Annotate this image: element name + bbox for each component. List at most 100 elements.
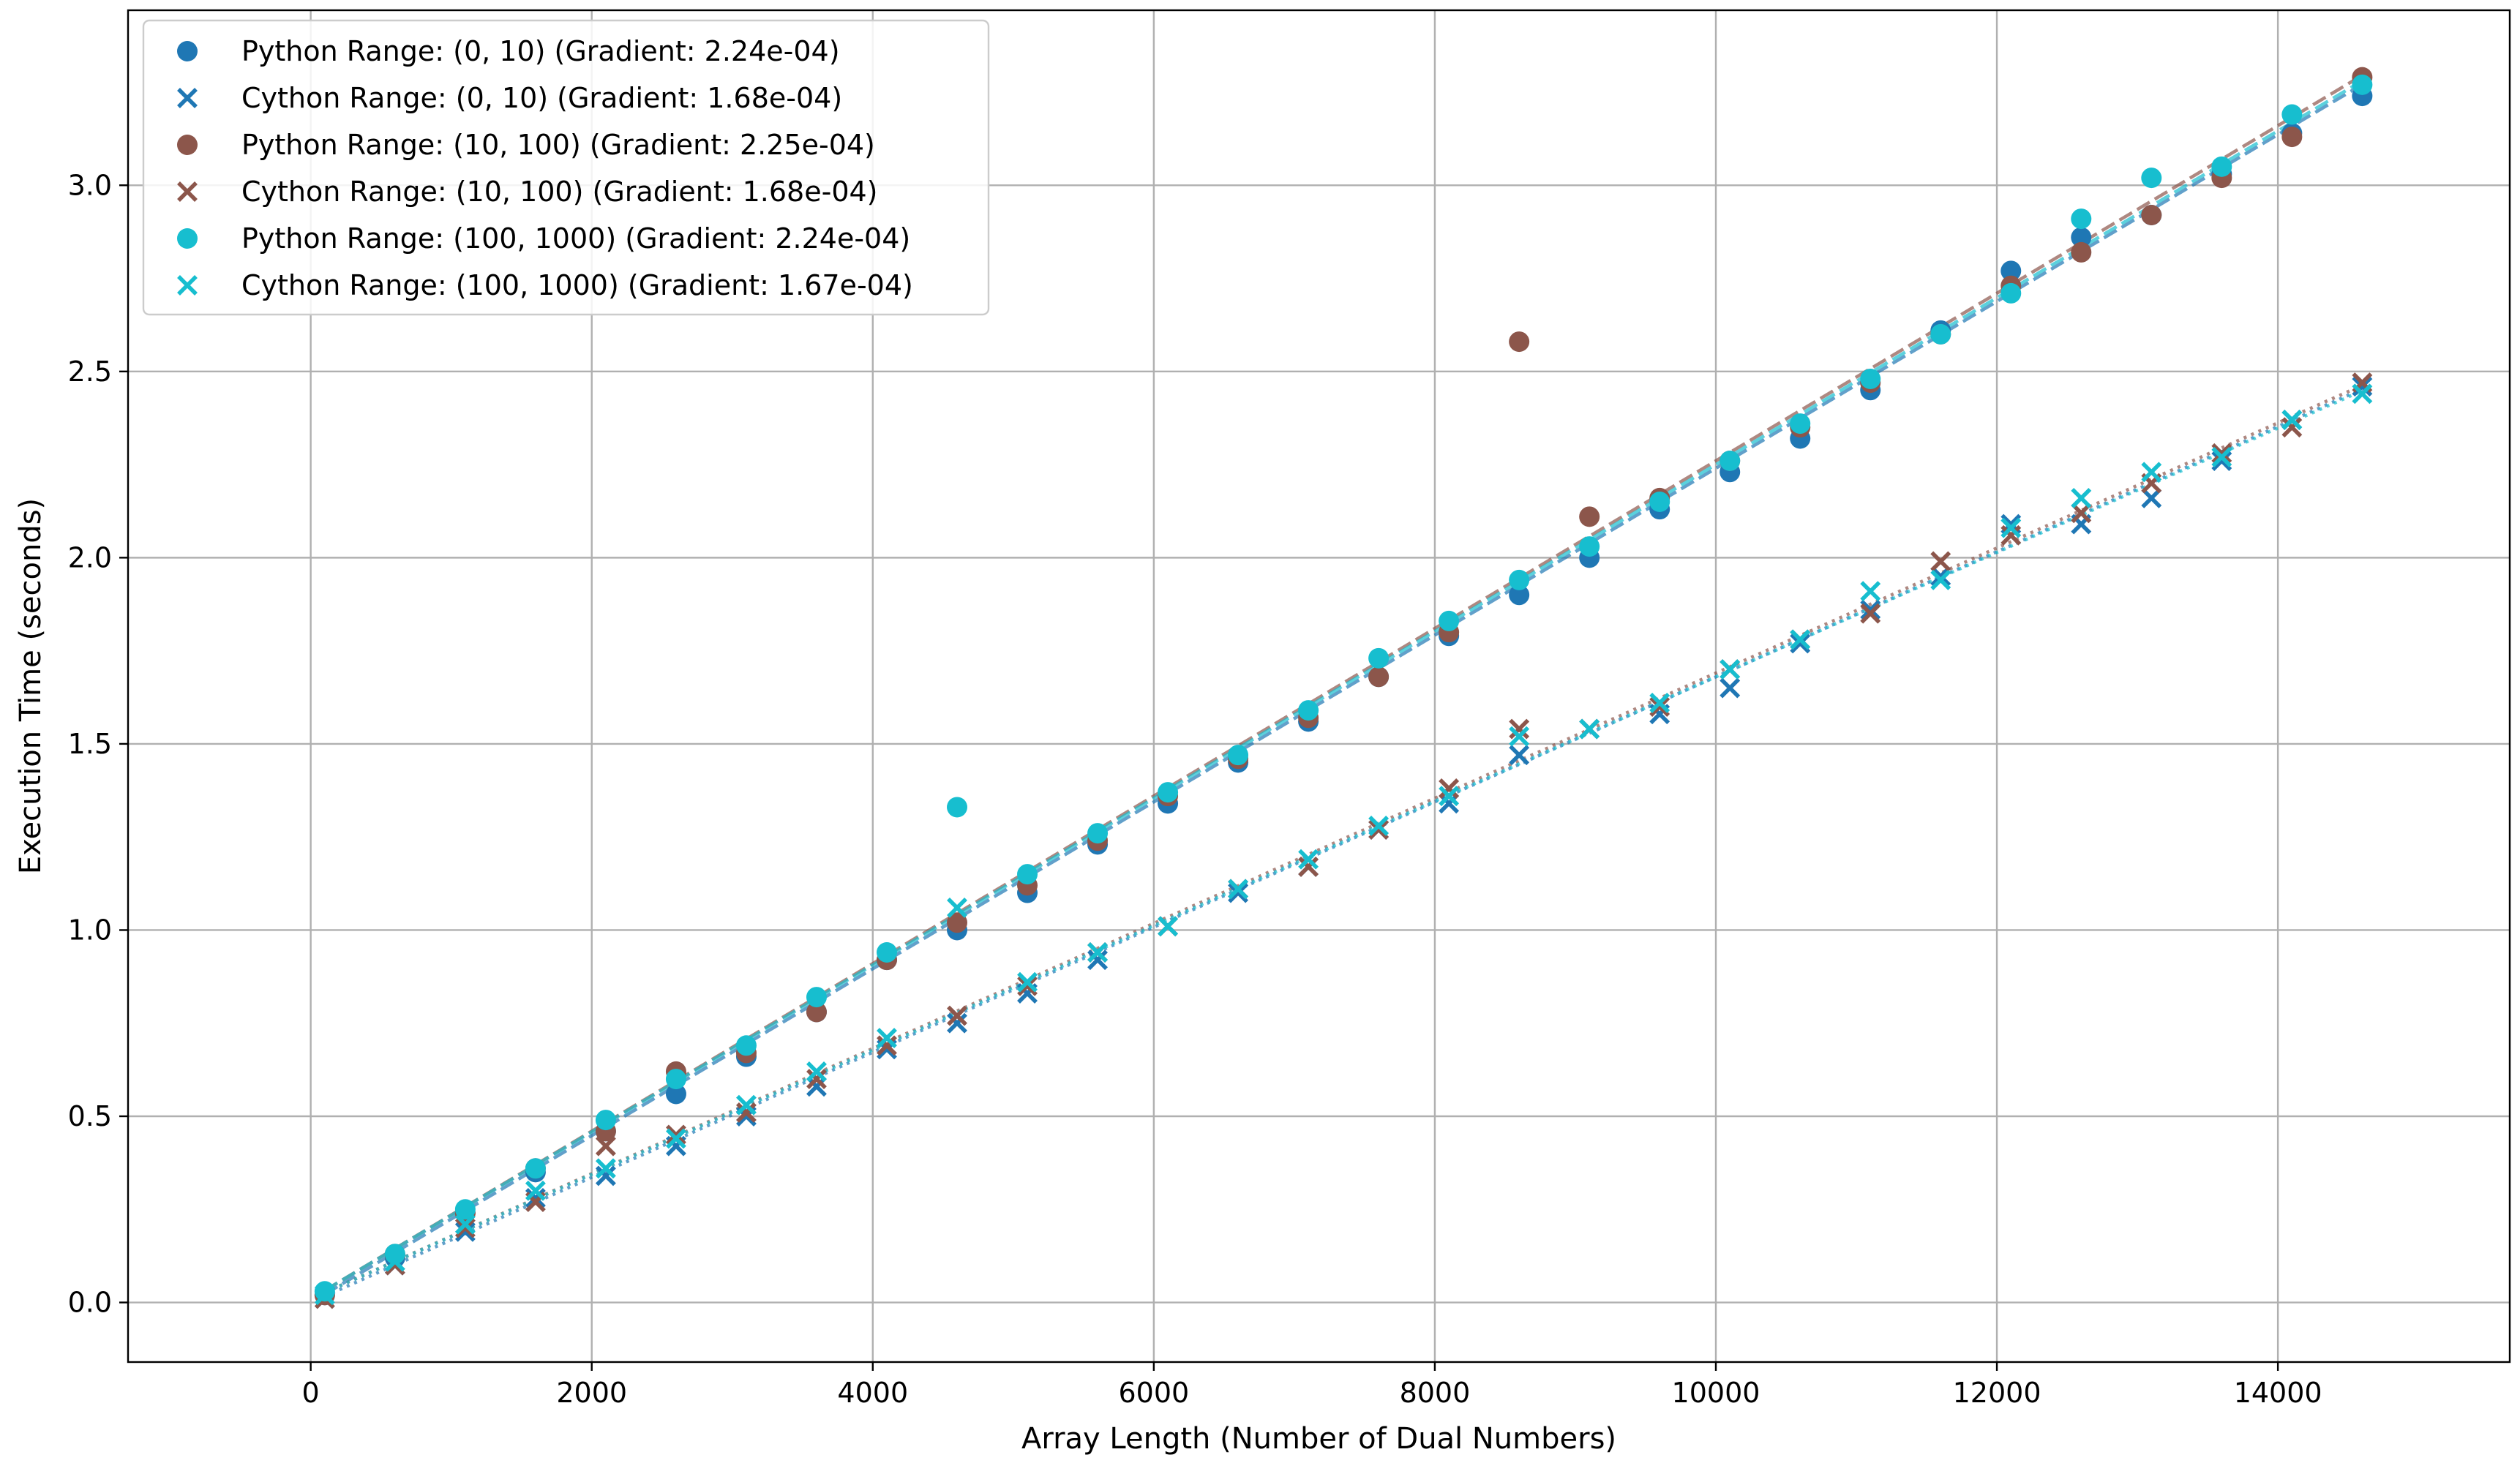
point-s4-25 <box>2071 208 2092 230</box>
point-s3-27 <box>2211 443 2232 464</box>
point-s4-20 <box>1720 451 1741 471</box>
point-s4-15 <box>1368 647 1390 669</box>
point-s2-26 <box>2141 205 2162 225</box>
y-tick-label: 0.5 <box>68 1100 112 1132</box>
point-s4-17 <box>1509 569 1530 590</box>
point-s0-5 <box>665 1083 686 1105</box>
ticks: 0 2000 4000 6000 8000 10000 12000 14000 0.0 0.5 1.… <box>68 169 2322 1409</box>
fit-line-series-1 <box>323 387 2363 1298</box>
point-s4-24 <box>2000 282 2022 304</box>
point-s3-5 <box>665 1124 686 1146</box>
point-s4-0 <box>314 1281 335 1302</box>
point-s1-21 <box>1790 633 1811 654</box>
point-s1-2 <box>454 1221 476 1242</box>
y-tick-label: 2.0 <box>68 541 112 573</box>
x-tick-label: 14000 <box>2234 1377 2322 1409</box>
point-legend-3 <box>177 181 198 202</box>
point-s1-4 <box>595 1165 616 1186</box>
point-s3-19 <box>1649 696 1670 717</box>
point-s1-3 <box>525 1188 546 1208</box>
fit-line-series-4 <box>323 79 2363 1292</box>
point-legend-2 <box>177 135 198 155</box>
y-tick-label: 1.0 <box>68 914 112 946</box>
y-tick-label: 3.0 <box>68 169 112 201</box>
point-s5-6 <box>736 1094 757 1116</box>
point-legend-5 <box>177 275 198 296</box>
point-s4-6 <box>735 1035 757 1056</box>
point-s4-26 <box>2141 168 2162 189</box>
point-s5-18 <box>1579 718 1600 740</box>
point-s5-23 <box>1930 569 1951 590</box>
legend-label: Cython Range: (100, 1000) (Gradient: 1.6… <box>241 269 913 301</box>
point-s3-7 <box>806 1069 827 1090</box>
point-s5-22 <box>1860 581 1881 602</box>
point-s3-8 <box>877 1035 897 1056</box>
point-s4-2 <box>454 1199 476 1220</box>
point-s3-9 <box>947 1005 967 1026</box>
point-s5-0 <box>314 1285 335 1306</box>
point-s1-29 <box>2352 376 2373 397</box>
point-s3-10 <box>1017 975 1038 996</box>
point-legend-1 <box>177 88 198 108</box>
legend: Python Range: (0, 10) (Gradient: 2.24e-0… <box>142 19 990 316</box>
x-tick-label: 4000 <box>837 1377 908 1409</box>
point-s3-17 <box>1509 718 1530 740</box>
y-axis-label: Execution Time (seconds) <box>14 498 48 874</box>
point-s4-9 <box>947 797 968 818</box>
point-s5-5 <box>665 1128 686 1149</box>
point-s3-14 <box>1298 856 1319 877</box>
point-s5-25 <box>2071 487 2092 508</box>
data-points <box>314 67 2373 1309</box>
legend-label: Python Range: (0, 10) (Gradient: 2.24e-0… <box>241 35 840 67</box>
point-s5-21 <box>1790 629 1811 650</box>
point-s3-23 <box>1930 551 1951 572</box>
x-tick-label: 10000 <box>1672 1377 1760 1409</box>
point-s4-18 <box>1579 536 1600 557</box>
point-s3-24 <box>2000 524 2022 546</box>
point-s5-1 <box>384 1251 405 1272</box>
y-tick-label: 2.5 <box>68 356 112 388</box>
point-s5-19 <box>1649 692 1670 713</box>
legend-entry: Python Range: (10, 100) (Gradient: 2.25e… <box>177 129 875 161</box>
x-tick-label: 6000 <box>1118 1377 1189 1409</box>
point-s5-29 <box>2352 383 2373 405</box>
point-s2-15 <box>1368 666 1390 688</box>
point-s5-15 <box>1368 815 1390 836</box>
point-s5-4 <box>595 1158 616 1179</box>
point-s4-13 <box>1228 745 1249 766</box>
point-s3-16 <box>1439 778 1460 799</box>
legend-label: Python Range: (10, 100) (Gradient: 2.25e… <box>241 129 875 161</box>
point-s2-9 <box>947 912 968 933</box>
x-tick-label: 0 <box>302 1377 320 1409</box>
legend-label: Cython Range: (0, 10) (Gradient: 1.68e-0… <box>241 82 842 114</box>
point-s2-17 <box>1509 331 1530 353</box>
x-tick-label: 2000 <box>556 1377 627 1409</box>
point-s1-11 <box>1087 949 1108 971</box>
point-s1-9 <box>947 1012 967 1034</box>
legend-label: Cython Range: (10, 100) (Gradient: 1.68e… <box>241 176 878 208</box>
point-s2-28 <box>2281 127 2303 148</box>
x-tick-label: 12000 <box>1953 1377 2041 1409</box>
point-s5-20 <box>1720 659 1741 680</box>
point-s4-28 <box>2281 104 2303 125</box>
point-s1-26 <box>2141 487 2162 508</box>
point-s4-5 <box>665 1069 686 1090</box>
point-s5-17 <box>1509 726 1530 747</box>
point-s3-2 <box>454 1217 476 1238</box>
point-s4-23 <box>1930 323 1951 345</box>
point-s4-7 <box>806 987 827 1008</box>
point-s5-10 <box>1017 971 1038 993</box>
point-s0-24 <box>2000 260 2022 282</box>
legend-label: Python Range: (100, 1000) (Gradient: 2.2… <box>241 222 910 255</box>
point-s5-24 <box>2000 517 2022 538</box>
point-s1-27 <box>2211 451 2232 471</box>
point-s4-12 <box>1158 782 1179 803</box>
point-s3-15 <box>1368 819 1390 840</box>
y-tick-label: 0.0 <box>68 1287 112 1319</box>
point-s5-27 <box>2211 446 2232 467</box>
point-s1-23 <box>1930 565 1951 587</box>
point-s4-21 <box>1790 413 1811 435</box>
point-s3-25 <box>2071 503 2092 524</box>
point-s4-22 <box>1860 369 1881 389</box>
point-s5-3 <box>525 1180 546 1201</box>
